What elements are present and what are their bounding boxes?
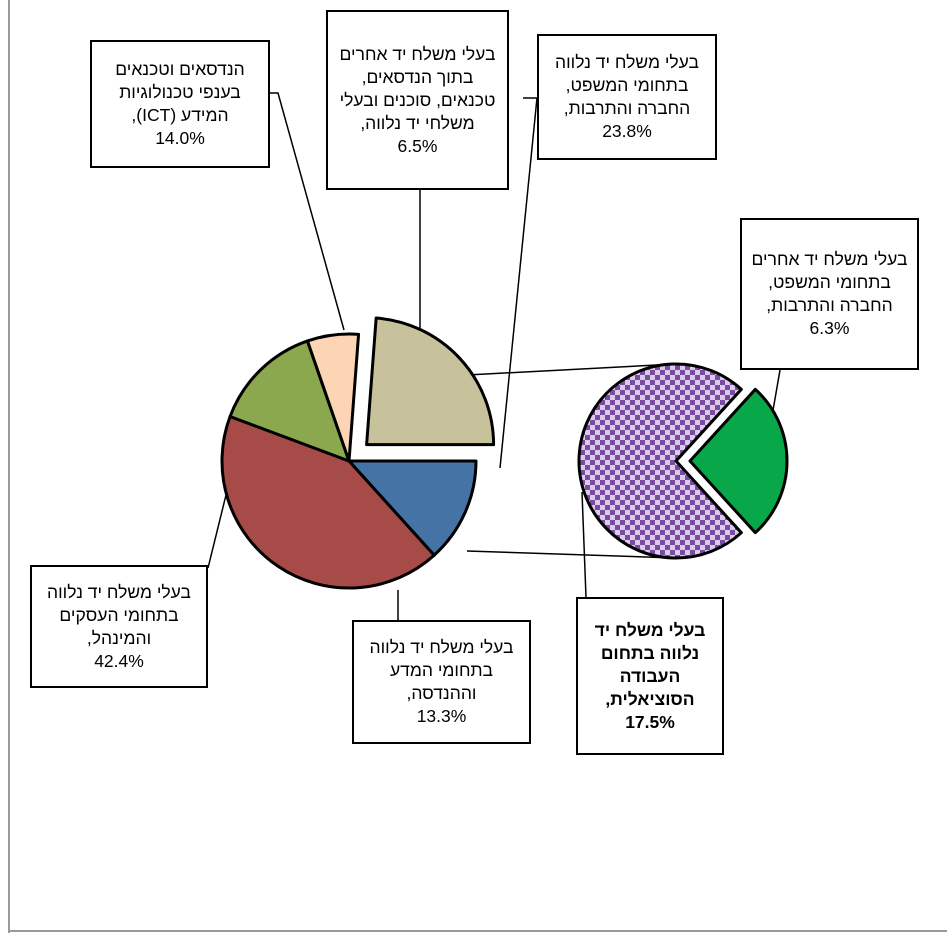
slice-other-law-society — [688, 387, 789, 535]
label-other-engineers: בעלי משלח יד אחרים בתוך הנדסאים, טכנאים,… — [326, 10, 509, 190]
pie-of-pie-connectors — [466, 363, 677, 559]
leader-line — [270, 92, 345, 331]
label-ict: הנדסאים וטכנאים בענפי טכנולוגיות המידע (… — [90, 40, 270, 168]
connector-line — [466, 363, 677, 376]
slice-law-society — [365, 316, 496, 447]
secondary-pie — [577, 362, 789, 560]
label-other-law-society: בעלי משלח יד אחרים בתחומי המשפט, החברה ו… — [740, 218, 919, 370]
slice-social-work — [577, 362, 743, 560]
label-law-society: בעלי משלח יד נלווה בתחומי המשפט, החברה ו… — [537, 34, 717, 160]
label-business: בעלי משלח יד נלווה בתחומי העסקים והמינהל… — [30, 565, 208, 688]
leader-line — [207, 494, 227, 569]
slice-other-engineers — [305, 332, 361, 463]
leader-line — [581, 491, 587, 598]
slice-science — [347, 459, 478, 557]
slice-ict — [228, 339, 351, 463]
slice-business — [220, 414, 436, 590]
connector-line — [466, 550, 677, 559]
main-pie — [220, 316, 496, 590]
label-social-work: בעלי משלח יד נלווה בתחום העבודה הסוציאלי… — [576, 597, 724, 755]
label-science: בעלי משלח יד נלווה בתחומי המדע וההנדסה, … — [352, 620, 531, 744]
